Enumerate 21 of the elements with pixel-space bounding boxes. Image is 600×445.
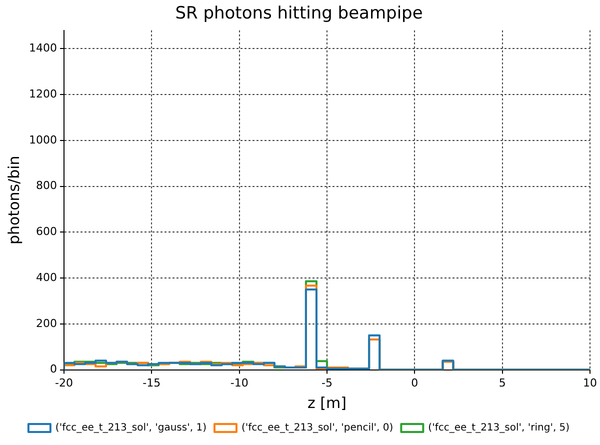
y-tick-label: 800	[36, 179, 57, 192]
y-tick-label: 600	[36, 225, 57, 238]
x-tick-label: -5	[322, 376, 332, 390]
x-tick-label: 5	[498, 376, 506, 390]
x-tick-label: 10	[583, 376, 597, 390]
y-tick-label: 200	[36, 316, 57, 330]
x-tick-label: 0	[411, 376, 418, 390]
legend-label: ('fcc_ee_t_213_sol', 'pencil', 0)	[241, 422, 394, 434]
x-tick-label: -10	[230, 376, 248, 390]
legend-label: ('fcc_ee_t_213_sol', 'ring', 5)	[428, 422, 570, 434]
y-tick-label: 1000	[28, 133, 57, 146]
x-tick-label: -20	[55, 376, 73, 390]
y-axis-title: photons/bin	[4, 156, 23, 245]
y-tick-label: 1400	[28, 42, 57, 55]
y-tick-label: 0	[50, 362, 57, 376]
y-tick-label: 400	[36, 270, 57, 284]
legend-label: ('fcc_ee_t_213_sol', 'gauss', 1)	[55, 422, 207, 434]
chart-title: SR photons hitting beampipe	[175, 4, 423, 24]
y-tick-label: 1200	[28, 87, 57, 100]
x-axis-title: z [m]	[308, 394, 346, 412]
x-tick-label: -15	[142, 376, 161, 390]
